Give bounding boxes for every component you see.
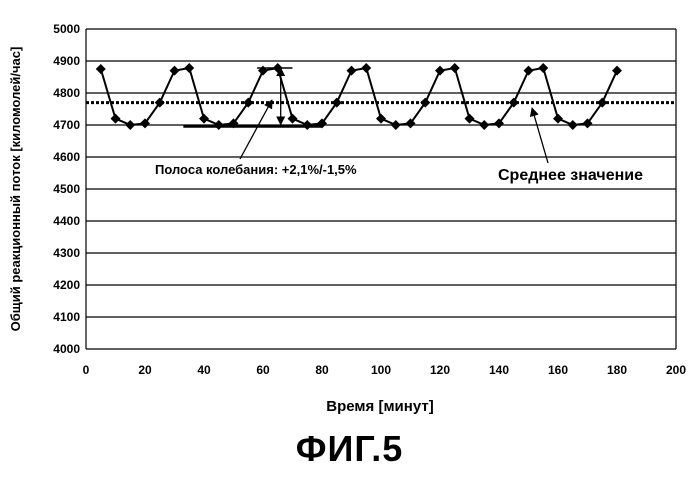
y-tick-4600: 4600 xyxy=(53,150,80,164)
data-point xyxy=(199,114,209,124)
y-tick-4700: 4700 xyxy=(53,118,80,132)
x-tick-60: 60 xyxy=(256,363,270,377)
data-point xyxy=(524,66,534,76)
x-tick-180: 180 xyxy=(607,363,627,377)
data-point xyxy=(302,120,312,130)
y-tick-4400: 4400 xyxy=(53,214,80,228)
mean-annotation-arrow xyxy=(532,108,548,163)
x-tick-80: 80 xyxy=(315,363,329,377)
data-point xyxy=(479,120,489,130)
series-points xyxy=(96,63,622,130)
x-tick-labels: 0 20 40 60 80 100 120 140 160 180 200 xyxy=(83,363,687,377)
data-point xyxy=(538,63,548,73)
y-tick-4000: 4000 xyxy=(53,342,80,356)
y-tick-4100: 4100 xyxy=(53,310,80,324)
x-axis-label: Время [минут] xyxy=(0,398,699,415)
data-point xyxy=(391,120,401,130)
data-point xyxy=(125,120,135,130)
data-point xyxy=(450,63,460,73)
y-tick-5000: 5000 xyxy=(53,22,80,36)
x-tick-20: 20 xyxy=(138,363,152,377)
x-tick-160: 160 xyxy=(548,363,568,377)
mean-annotation-label: Среднее значение xyxy=(498,167,643,184)
data-point xyxy=(214,120,224,130)
figure-caption: ФИГ.5 xyxy=(0,428,699,470)
data-point xyxy=(288,114,298,124)
data-point xyxy=(184,63,194,73)
annotations: Полоса колебания: +2,1%/-1,5% Среднее зн… xyxy=(155,100,643,184)
x-tick-120: 120 xyxy=(430,363,450,377)
x-tick-200: 200 xyxy=(666,363,686,377)
data-point xyxy=(347,66,357,76)
x-tick-40: 40 xyxy=(197,363,211,377)
y-tick-4200: 4200 xyxy=(53,278,80,292)
x-tick-0: 0 xyxy=(83,363,90,377)
data-point xyxy=(376,114,386,124)
data-point xyxy=(465,114,475,124)
y-tick-4500: 4500 xyxy=(53,182,80,196)
band-annotation-label: Полоса колебания: +2,1%/-1,5% xyxy=(155,162,357,177)
data-point xyxy=(435,66,445,76)
horizontal-gridlines xyxy=(86,29,676,349)
data-point xyxy=(612,66,622,76)
y-tick-4800: 4800 xyxy=(53,86,80,100)
data-point xyxy=(361,63,371,73)
x-tick-100: 100 xyxy=(371,363,391,377)
y-tick-4900: 4900 xyxy=(53,54,80,68)
data-point xyxy=(553,114,563,124)
data-point xyxy=(96,64,106,74)
y-tick-4300: 4300 xyxy=(53,246,80,260)
series-line xyxy=(101,68,617,125)
data-point xyxy=(258,66,268,76)
data-point xyxy=(170,66,180,76)
x-tick-140: 140 xyxy=(489,363,509,377)
data-point xyxy=(568,120,578,130)
y-tick-labels: 4000 4100 4200 4300 4400 4500 4600 4700 4800 4900… xyxy=(53,22,80,356)
data-point xyxy=(111,114,121,124)
y-axis-label: Общий реакционный поток [киломолей/час] xyxy=(8,47,23,332)
